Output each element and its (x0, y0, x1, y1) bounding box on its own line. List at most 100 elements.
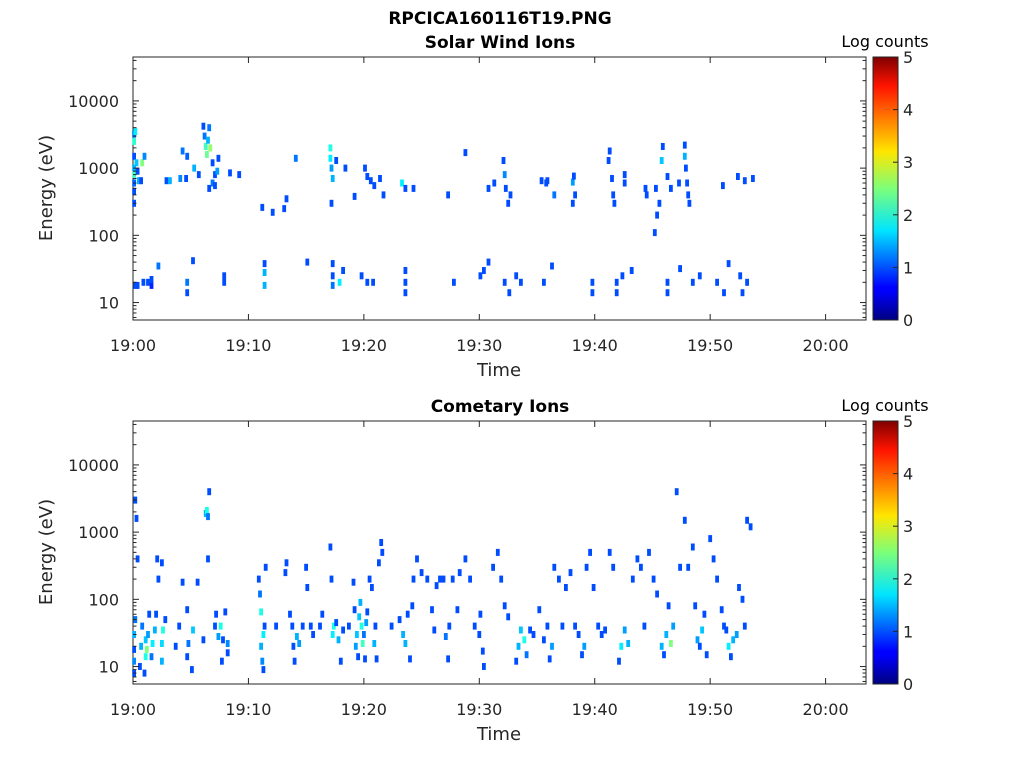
heatmap-cell (270, 208, 275, 216)
y-tick-label: 10000 (68, 92, 119, 111)
colorbar-tick-label: 3 (903, 153, 913, 172)
heatmap-cell (282, 205, 287, 213)
heatmap-cell (660, 143, 665, 150)
x-tick-label: 19:00 (110, 336, 156, 355)
heatmap-cell (685, 179, 689, 187)
heatmap-cell (334, 619, 339, 627)
heatmap-cell (478, 272, 483, 280)
heatmap-cell (452, 278, 456, 286)
heatmap-cell (499, 575, 504, 583)
heatmap-cell (408, 655, 412, 663)
heatmap-cell (737, 584, 741, 591)
heatmap-cell (550, 642, 554, 650)
heatmap-cell (501, 157, 506, 164)
heatmap-cell (185, 278, 190, 286)
heatmap-cell (195, 578, 200, 586)
heatmap-cell (700, 626, 704, 634)
heatmap-cell (477, 631, 482, 638)
heatmap-cell (443, 633, 448, 640)
y-tick-label: 100 (88, 590, 119, 609)
heatmap-cell (582, 642, 587, 650)
heatmap-cell (684, 164, 688, 172)
heatmap-cell (736, 173, 740, 180)
colorbar: Log counts 0 1 2 3 4 5 (841, 396, 928, 694)
heatmap-cell (142, 669, 147, 677)
heatmap-cell (134, 159, 139, 167)
heatmap-cell (671, 622, 676, 630)
heatmap-cell (606, 157, 611, 164)
heatmap-cell (550, 262, 554, 270)
heatmap-cell (639, 563, 643, 571)
heatmap-cell (328, 154, 333, 162)
heatmap-cell (338, 657, 343, 665)
heatmap-cell (411, 575, 416, 583)
heatmap-cell (274, 622, 278, 630)
heatmap-cell (731, 636, 736, 644)
heatmap-cell (141, 278, 146, 286)
heatmap-cell (178, 175, 183, 182)
heatmap-cell (740, 289, 745, 297)
heatmap-cell (547, 655, 552, 663)
heatmap-cell (343, 164, 348, 172)
heatmap-cell (665, 173, 670, 180)
heatmap-cell (573, 622, 577, 630)
heatmap-cell (572, 172, 576, 180)
heatmap-cell (468, 575, 472, 583)
plot-area (132, 56, 867, 321)
heatmap-cell (405, 610, 410, 618)
heatmap-cell (328, 543, 333, 551)
heatmap-cell (367, 575, 372, 583)
heatmap-cell (374, 655, 379, 663)
heatmap-cell (225, 640, 230, 647)
y-axis: 10 100 1000 10000 (68, 423, 866, 682)
heatmap-cell (352, 192, 357, 200)
heatmap-cell (686, 563, 691, 571)
heatmap-cell (259, 608, 263, 616)
heatmap-cell (564, 584, 568, 591)
heatmap-cell (514, 272, 519, 280)
y-axis: 10 100 1000 10000 (68, 59, 866, 318)
heatmap-cell (292, 657, 297, 665)
heatmap-cell (514, 657, 519, 665)
heatmap-cell (455, 606, 460, 614)
heatmap-cell (492, 179, 497, 187)
heatmap-cell (220, 657, 224, 665)
heatmap-cell (419, 569, 424, 577)
x-tick-label: 19:10 (225, 700, 271, 719)
x-axis-label: Time (476, 360, 521, 381)
heatmap-cell (362, 631, 366, 638)
heatmap-cell (447, 622, 452, 630)
heatmap-cell (588, 548, 592, 556)
heatmap-cell (665, 289, 670, 297)
heatmap-cell (715, 575, 719, 583)
heatmap-cell (570, 178, 575, 186)
heatmap-cell (225, 649, 230, 657)
heatmap-cell (156, 262, 161, 270)
heatmap-cell (677, 179, 681, 187)
heatmap-cell (352, 606, 357, 614)
heatmap-cell (686, 191, 691, 199)
heatmap-cell (545, 622, 550, 630)
x-tick-label: 20:00 (803, 700, 849, 719)
heatmap-cell (205, 507, 209, 514)
heatmap-cell (210, 179, 215, 187)
heatmap-cell (711, 555, 716, 563)
heatmap-cell (185, 289, 190, 297)
heatmap-cell (262, 269, 267, 276)
heatmap-cell (678, 265, 682, 273)
heatmap-cell (643, 184, 648, 192)
heatmap-cell (704, 651, 709, 659)
heatmap-cell (293, 154, 298, 162)
heatmap-cell (305, 258, 310, 266)
heatmap-cell (682, 152, 687, 160)
heatmap-cell (150, 640, 155, 647)
colorbar-tick-label: 0 (903, 311, 913, 330)
heatmap-cell (290, 622, 295, 630)
heatmap-cell (401, 631, 405, 638)
heatmap-cell (184, 175, 188, 182)
heatmap-cell (371, 278, 375, 286)
heatmap-cell (135, 555, 140, 563)
heatmap-cell (457, 569, 462, 577)
